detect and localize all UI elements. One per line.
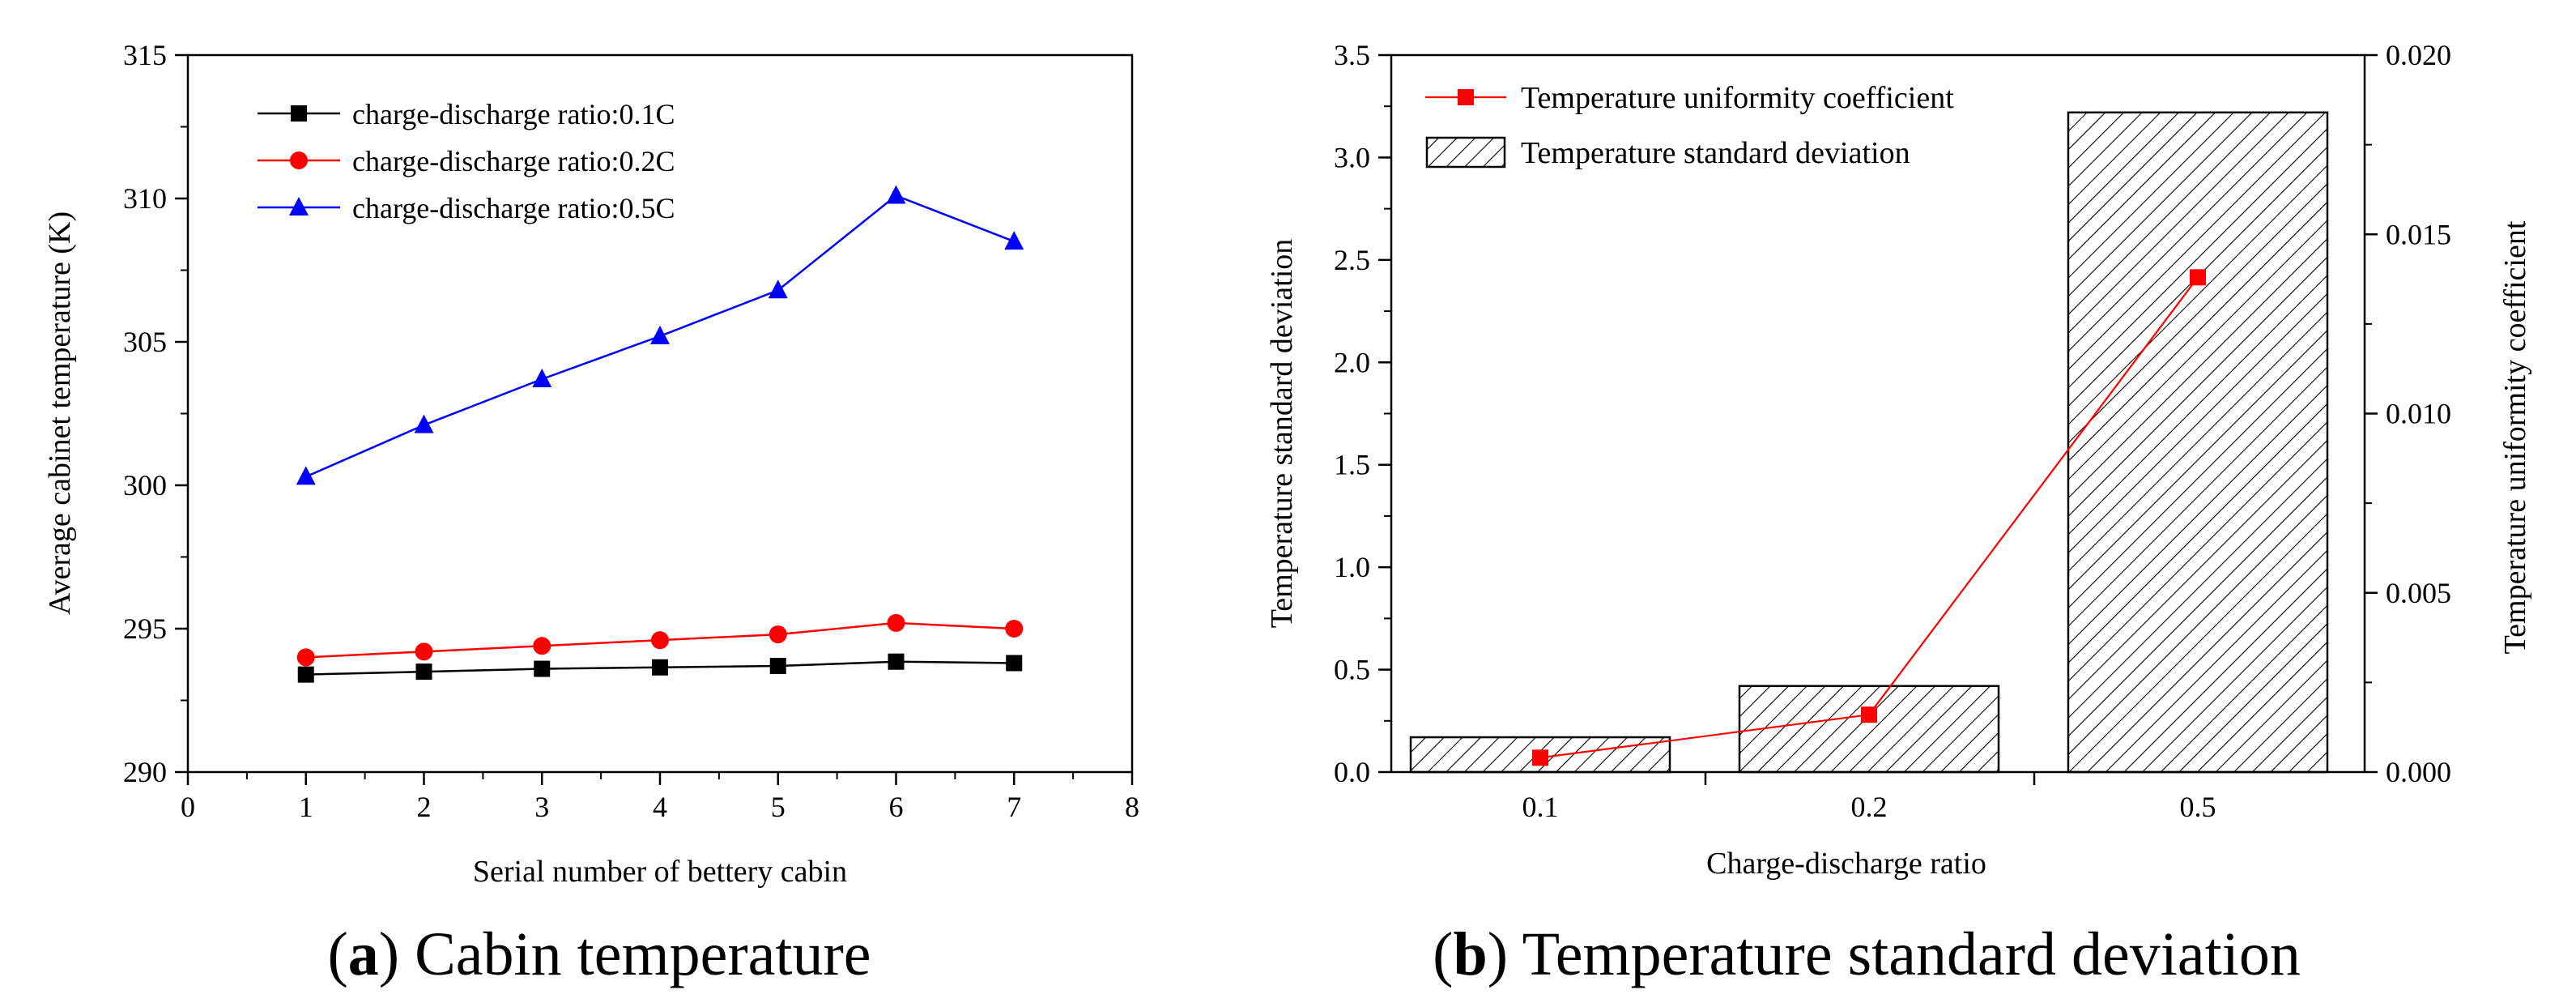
data-point — [2190, 269, 2206, 286]
y2-tick-label: 0.020 — [2386, 39, 2451, 71]
chart-a-y-axis-label: Average cabinet temperature (K) — [43, 211, 77, 615]
series-2 — [296, 613, 1024, 667]
data-point — [1004, 231, 1024, 250]
legend-marker — [1458, 89, 1474, 105]
chart-b-caption-letter: b — [1453, 920, 1487, 988]
x-tick-label: 8 — [1125, 791, 1139, 823]
chart-a-caption: (a) Cabin temperature — [327, 920, 871, 988]
y-tick-label: 0.5 — [1334, 654, 1370, 686]
y-tick-label: 315 — [123, 39, 167, 71]
data-point — [415, 642, 433, 661]
legend-item: charge-discharge ratio:0.5C — [258, 192, 675, 224]
chart-b: 0.1 0.2 0.5 0.0 0.5 1.0 1.5 2.0 2.5 3.0 3.5 0.000… — [1265, 39, 2532, 988]
y2-tick-label: 0.010 — [2386, 398, 2451, 430]
legend-label: charge-discharge ratio:0.5C — [352, 192, 675, 224]
series-1 — [297, 653, 1023, 683]
chart-a-legend: charge-discharge ratio:0.1C charge-discha… — [258, 98, 675, 224]
y-tick-label: 305 — [123, 326, 167, 358]
chart-b-line-series — [1532, 269, 2206, 766]
y-tick-label: 295 — [123, 612, 167, 645]
chart-b-y2-axis-label: Temperature uniformity coefficient — [2498, 220, 2532, 654]
chart-b-caption-text: Temperature standard deviation — [1522, 920, 2301, 988]
y-tick-label: 310 — [123, 182, 167, 215]
legend-item: charge-discharge ratio:0.2C — [258, 145, 675, 177]
legend-item: Temperature standard deviation — [1425, 136, 1910, 170]
legend-label: Temperature standard deviation — [1521, 136, 1910, 170]
data-point — [769, 658, 786, 675]
data-point — [768, 279, 788, 299]
data-point — [652, 659, 668, 676]
data-point — [533, 637, 551, 655]
data-point — [1861, 706, 1877, 723]
y-tick-label: 2.5 — [1334, 244, 1370, 276]
data-point — [651, 631, 669, 650]
y2-tick-label: 0.005 — [2386, 577, 2451, 609]
legend-marker — [291, 105, 307, 122]
x-tick-label: 3 — [534, 791, 549, 823]
x-tick-label: 5 — [771, 791, 786, 823]
chart-a-x-axis: 0 1 2 3 4 5 6 7 8 — [181, 772, 1139, 823]
chart-a-caption-text: Cabin temperature — [415, 920, 871, 988]
x-tick-label: 1 — [299, 791, 313, 823]
data-point — [532, 369, 552, 388]
data-point — [1532, 749, 1548, 766]
chart-b-y-axis-left: 0.0 0.5 1.0 1.5 2.0 2.5 3.0 3.5 — [1334, 39, 1391, 788]
x-tick-label: 0.2 — [1851, 791, 1888, 823]
data-point — [888, 653, 905, 670]
chart-b-legend: Temperature uniformity coefficient Temper… — [1425, 81, 1954, 170]
y2-tick-label: 0.000 — [2386, 756, 2451, 788]
y-tick-label: 3.5 — [1334, 39, 1370, 71]
x-tick-label: 7 — [1007, 791, 1021, 823]
chart-a-y-axis: 290 295 300 305 310 315 — [123, 39, 188, 788]
legend-swatch — [1425, 136, 1506, 169]
y-tick-label: 0.0 — [1334, 756, 1370, 788]
bar — [2067, 111, 2329, 774]
x-tick-label: 0 — [181, 791, 195, 823]
chart-b-bars — [1409, 111, 2329, 774]
chart-b-y-axis-right: 0.000 0.005 0.010 0.015 0.020 — [2365, 39, 2451, 788]
x-tick-label: 0.1 — [1522, 791, 1559, 823]
legend-label: charge-discharge ratio:0.1C — [352, 98, 675, 130]
legend-item: Temperature uniformity coefficient — [1425, 81, 1954, 115]
legend-marker — [290, 151, 308, 169]
y-tick-label: 1.0 — [1334, 551, 1370, 583]
y-tick-label: 2.0 — [1334, 346, 1370, 378]
y-tick-label: 300 — [123, 469, 167, 501]
chart-a: 0 1 2 3 4 5 6 7 8 290 295 300 305 310 315 charge-disc… — [43, 39, 1139, 988]
data-point — [650, 325, 670, 344]
x-tick-label: 0.5 — [2180, 791, 2216, 823]
chart-b-x-axis-label: Charge-discharge ratio — [1706, 847, 1986, 881]
x-tick-label: 6 — [889, 791, 904, 823]
legend-item: charge-discharge ratio:0.1C — [258, 98, 675, 130]
y-tick-label: 1.5 — [1334, 449, 1370, 481]
data-point — [769, 625, 787, 644]
legend-marker — [289, 197, 309, 215]
chart-a-x-axis-label: Serial number of bettery cabin — [473, 855, 847, 889]
x-tick-label: 4 — [653, 791, 667, 823]
x-tick-label: 2 — [417, 791, 432, 823]
data-point — [534, 660, 551, 677]
y-tick-label: 290 — [123, 756, 167, 788]
data-point — [296, 648, 315, 667]
bar — [1738, 685, 2000, 774]
y-tick-label: 3.0 — [1334, 141, 1370, 173]
data-point — [296, 466, 316, 485]
legend-label: Temperature uniformity coefficient — [1521, 81, 1954, 115]
y2-tick-label: 0.015 — [2386, 218, 2451, 250]
chart-b-x-axis: 0.1 0.2 0.5 — [1522, 772, 2216, 823]
chart-a-series — [296, 185, 1024, 683]
data-point — [414, 414, 434, 433]
legend-label: charge-discharge ratio:0.2C — [352, 145, 675, 177]
chart-a-caption-letter: a — [348, 920, 379, 988]
data-point — [886, 185, 906, 204]
data-point — [297, 666, 314, 683]
series-3 — [296, 185, 1024, 485]
data-point — [1006, 655, 1023, 672]
data-point — [1005, 620, 1024, 638]
chart-b-y-axis-label: Temperature standard deviation — [1265, 239, 1299, 629]
data-point — [887, 613, 905, 632]
data-point — [415, 664, 432, 681]
chart-b-caption: (b) Temperature standard deviation — [1433, 920, 2301, 988]
